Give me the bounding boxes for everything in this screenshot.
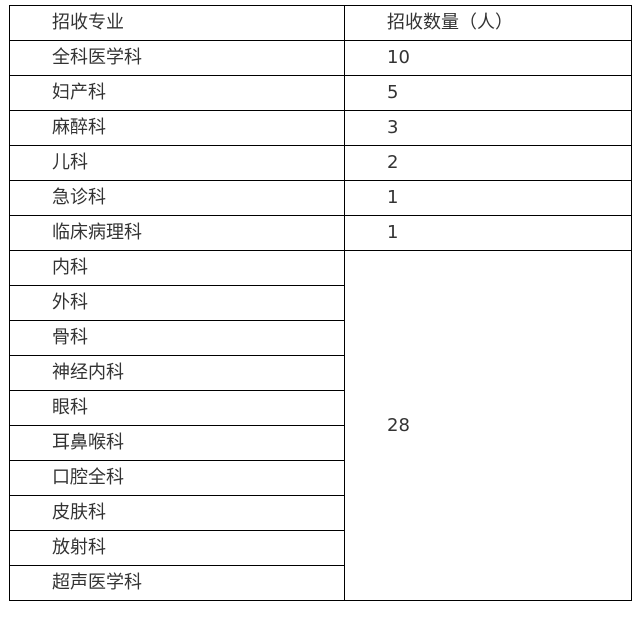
major-cell: 骨科 — [9, 320, 345, 356]
table-row: 妇产科 5 — [9, 75, 632, 111]
table-row: 口腔全科 — [9, 460, 632, 496]
table-row: 放射科 — [9, 530, 632, 566]
count-cell: 1 — [344, 180, 632, 216]
table-row: 麻醉科 3 — [9, 110, 632, 146]
major-cell: 全科医学科 — [9, 40, 345, 76]
major-cell: 眼科 — [9, 390, 345, 426]
table-row: 眼科 — [9, 390, 632, 426]
table-row: 临床病理科 1 — [9, 215, 632, 251]
major-cell: 儿科 — [9, 145, 345, 181]
major-cell: 神经内科 — [9, 355, 345, 391]
major-cell: 超声医学科 — [9, 565, 345, 601]
header-major: 招收专业 — [9, 5, 345, 41]
table-row: 外科 — [9, 285, 632, 321]
table-row: 内科 28 — [9, 250, 632, 601]
major-cell: 耳鼻喉科 — [9, 425, 345, 461]
major-cell: 妇产科 — [9, 75, 345, 111]
count-cell: 3 — [344, 110, 632, 146]
major-cell: 麻醉科 — [9, 110, 345, 146]
table-row: 急诊科 1 — [9, 180, 632, 216]
major-cell: 外科 — [9, 285, 345, 321]
header-count: 招收数量（人） — [344, 5, 632, 41]
table-row: 超声医学科 — [9, 565, 632, 601]
major-cell: 口腔全科 — [9, 460, 345, 496]
major-cell: 内科 — [9, 250, 345, 286]
count-cell: 2 — [344, 145, 632, 181]
header-row: 招收专业 招收数量（人） — [9, 5, 632, 41]
count-cell: 10 — [344, 40, 632, 76]
major-cell: 急诊科 — [9, 180, 345, 216]
major-cell: 皮肤科 — [9, 495, 345, 531]
table-row: 骨科 — [9, 320, 632, 356]
table-row: 耳鼻喉科 — [9, 425, 632, 461]
table-row: 儿科 2 — [9, 145, 632, 181]
group-count-cell: 28 — [344, 250, 632, 601]
recruitment-table: 招收专业 招收数量（人） 全科医学科 10 妇产科 5 麻醉科 3 儿科 2 急诊科 1 临床病理科… — [9, 5, 632, 601]
count-cell: 1 — [344, 215, 632, 251]
table-row: 全科医学科 10 — [9, 40, 632, 76]
table-row: 皮肤科 — [9, 495, 632, 531]
count-cell: 5 — [344, 75, 632, 111]
major-cell: 放射科 — [9, 530, 345, 566]
major-cell: 临床病理科 — [9, 215, 345, 251]
